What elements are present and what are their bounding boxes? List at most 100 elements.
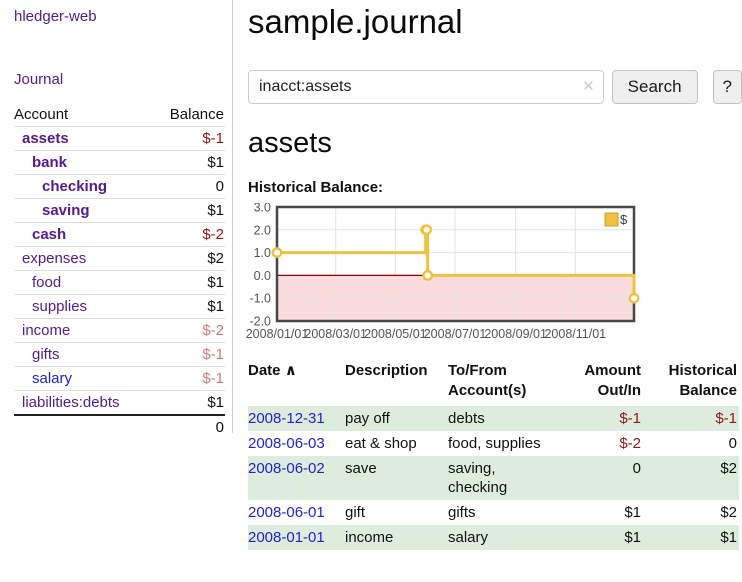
data-point-marker bbox=[271, 247, 283, 258]
account-heading: assets bbox=[248, 127, 332, 159]
account-cell: supplies bbox=[14, 294, 153, 319]
description-cell: eat & shop bbox=[345, 435, 417, 452]
accounts-total-row: 0 bbox=[14, 414, 225, 439]
accounts-total-value: 0 bbox=[152, 414, 225, 439]
amount-cell: $1 bbox=[624, 529, 641, 546]
account-balance: $1 bbox=[152, 150, 225, 175]
date-cell: 2008-12-31 bbox=[248, 406, 345, 431]
x-tick-label: 2008/05/01 bbox=[364, 327, 427, 341]
legend-swatch bbox=[604, 212, 619, 227]
account-cell: gifts bbox=[14, 342, 153, 367]
y-tick-label: 2.0 bbox=[254, 223, 271, 237]
register-header-date[interactable]: Date ∧ bbox=[248, 362, 297, 379]
balance-cell: $-1 bbox=[715, 410, 737, 427]
help-button[interactable]: ? bbox=[712, 70, 742, 104]
sidebar-item-journal[interactable]: Journal bbox=[14, 71, 64, 88]
date-cell: 2008-01-01 bbox=[248, 525, 345, 550]
account-link[interactable]: supplies bbox=[32, 298, 88, 315]
clear-search-icon[interactable]: ✕ bbox=[582, 78, 595, 95]
x-tick-label: 2008/03/01 bbox=[304, 327, 367, 341]
description-cell: gift bbox=[345, 504, 366, 521]
search-input[interactable] bbox=[248, 70, 604, 104]
accounts-cell: gifts bbox=[448, 504, 476, 521]
date-cell: 2008-06-01 bbox=[248, 500, 345, 525]
account-link[interactable]: food bbox=[32, 274, 62, 291]
transaction-date-link[interactable]: 2008-01-01 bbox=[248, 529, 325, 546]
description-cell: save bbox=[345, 460, 377, 477]
account-cell: cash bbox=[14, 222, 153, 247]
account-link[interactable]: bank bbox=[32, 154, 68, 171]
account-balance: $1 bbox=[152, 198, 225, 223]
accounts-header-balance: Balance bbox=[152, 103, 225, 127]
transaction-date-link[interactable]: 2008-06-01 bbox=[248, 504, 325, 521]
date-cell: 2008-06-02 bbox=[248, 456, 345, 500]
account-cell: income bbox=[14, 318, 153, 343]
account-link[interactable]: gifts bbox=[32, 346, 60, 363]
account-link[interactable]: income bbox=[22, 322, 71, 339]
transaction-date-link[interactable]: 2008-12-31 bbox=[248, 410, 325, 427]
y-tick-label: 3.0 bbox=[254, 203, 271, 215]
account-balance: $1 bbox=[152, 270, 225, 295]
accounts-table: Account Balance assets $-1 bank $1 checking 0… bbox=[14, 103, 225, 439]
transaction-date-link[interactable]: 2008-06-03 bbox=[248, 435, 325, 452]
balance-cell: $2 bbox=[720, 504, 737, 521]
account-balance: $-1 bbox=[152, 366, 225, 391]
search-bar: ✕ Search ? bbox=[248, 70, 742, 104]
app-title-link[interactable]: hledger-web bbox=[14, 8, 97, 25]
data-point-marker bbox=[422, 270, 434, 281]
accounts-body: assets $-1 bank $1 checking 0 saving $1 cash $-2 e… bbox=[14, 126, 225, 416]
account-cell: assets bbox=[14, 126, 153, 151]
account-row: salary $-1 bbox=[14, 366, 225, 391]
accounts-cell: saving, checking bbox=[448, 460, 508, 496]
y-tick-label: 1.0 bbox=[254, 246, 271, 260]
date-cell: 2008-06-03 bbox=[248, 431, 345, 456]
accounts-header-row: Account Balance bbox=[14, 103, 225, 127]
legend-label: $ bbox=[620, 212, 628, 227]
register-body: 2008-12-31 pay off debts $-1 $-1 2008-06-03 ea… bbox=[248, 406, 739, 550]
y-tick-label: 0.0 bbox=[254, 269, 271, 283]
account-row: liabilities:debts $1 bbox=[14, 390, 225, 416]
amount-cell: $1 bbox=[624, 504, 641, 521]
search-button[interactable]: Search bbox=[611, 70, 698, 104]
amount-cell: 0 bbox=[632, 460, 641, 477]
account-cell: salary bbox=[14, 366, 153, 391]
y-tick-label: -2.0 bbox=[249, 315, 271, 329]
balance-chart[interactable]: $3.0 2.0 1.0 0.0 -1.0 -2.0 2008/01/01 2008/03/0… bbox=[245, 203, 742, 344]
transaction-row: 2008-12-31 pay off debts $-1 $-1 bbox=[248, 406, 739, 431]
account-row: supplies $1 bbox=[14, 294, 225, 319]
account-link[interactable]: cash bbox=[32, 226, 67, 243]
account-row: saving $1 bbox=[14, 198, 225, 223]
account-balance: $-2 bbox=[152, 318, 225, 343]
accounts-total-spacer bbox=[14, 414, 153, 439]
account-link[interactable]: salary bbox=[32, 370, 73, 387]
transaction-row: 2008-06-01 gift gifts $1 $2 bbox=[248, 500, 739, 525]
amount-cell: $-1 bbox=[619, 410, 641, 427]
x-tick-label: 2008/01/01 bbox=[246, 327, 309, 341]
register-header-amount: Amount Out/In bbox=[584, 362, 641, 399]
balance-cell: 0 bbox=[728, 435, 737, 452]
account-row: expenses $2 bbox=[14, 246, 225, 271]
account-row: checking 0 bbox=[14, 174, 225, 199]
account-row: assets $-1 bbox=[14, 126, 225, 151]
account-link[interactable]: liabilities:debts bbox=[22, 394, 120, 411]
caret-up-icon: ∧ bbox=[284, 362, 297, 379]
account-balance: $-2 bbox=[152, 222, 225, 247]
account-row: bank $1 bbox=[14, 150, 225, 175]
account-link[interactable]: expenses bbox=[22, 250, 87, 267]
page-title: sample.journal bbox=[248, 3, 463, 40]
transaction-date-link[interactable]: 2008-06-02 bbox=[248, 460, 325, 477]
x-tick-label: 2008/11/01 bbox=[544, 327, 606, 341]
account-link[interactable]: checking bbox=[42, 178, 108, 195]
accounts-cell: salary bbox=[448, 529, 489, 546]
account-link[interactable]: assets bbox=[22, 130, 69, 147]
register-header-row: Date ∧ Description To/From Account(s) Amo… bbox=[248, 361, 739, 406]
balance-chart-svg: $3.0 2.0 1.0 0.0 -1.0 -2.02008/01/012008/03/0… bbox=[246, 203, 640, 341]
account-cell: saving bbox=[14, 198, 153, 223]
sidebar: hledger-web Journal Account Balance asse… bbox=[0, 0, 233, 439]
plot-border bbox=[275, 205, 636, 323]
x-tick-label: 2008/07/01 bbox=[424, 327, 487, 341]
register-header-description: Description bbox=[345, 362, 428, 379]
account-cell: expenses bbox=[14, 246, 153, 271]
account-link[interactable]: saving bbox=[42, 202, 90, 219]
balance-cell: $2 bbox=[720, 460, 737, 477]
